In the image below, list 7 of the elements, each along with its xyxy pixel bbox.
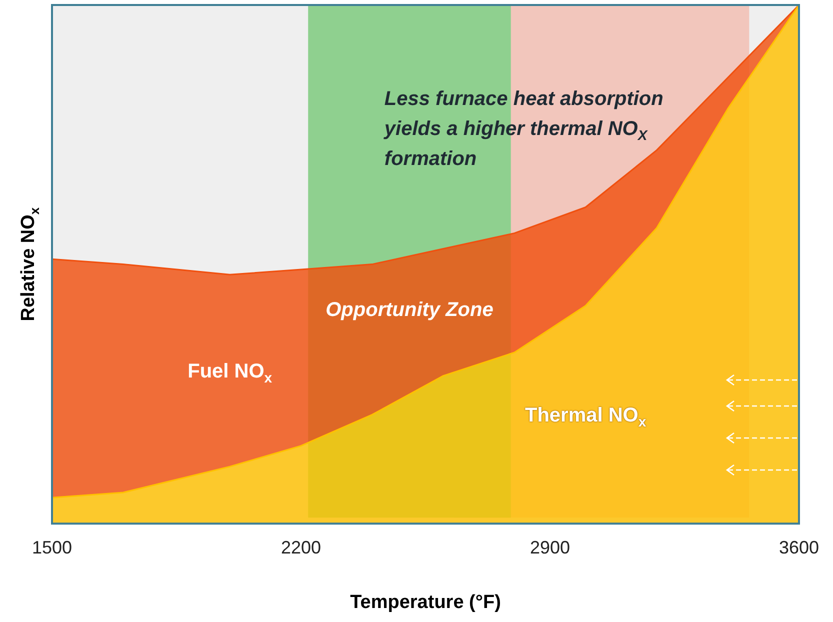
y-axis-title: Relative NOx [18, 206, 42, 322]
x-axis-title: Temperature (°F) [350, 592, 501, 613]
x-tick-label: 3600 [778, 537, 819, 558]
x-tick-label: 1500 [32, 537, 72, 558]
x-tick-label: 2200 [280, 537, 322, 558]
band-label: Opportunity Zone [326, 299, 494, 322]
x-tick-label: 2900 [530, 537, 570, 558]
